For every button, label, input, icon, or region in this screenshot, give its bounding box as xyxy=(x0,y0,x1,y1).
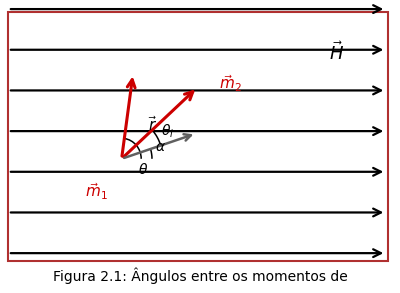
Text: $\theta_i$: $\theta_i$ xyxy=(161,122,174,140)
Text: $\vec{m}_1$: $\vec{m}_1$ xyxy=(85,181,108,202)
Text: $\vec{H}$: $\vec{H}$ xyxy=(329,41,344,64)
Text: $\theta$: $\theta$ xyxy=(138,162,148,177)
Text: $\alpha$: $\alpha$ xyxy=(155,140,166,154)
Text: Figura 2.1: Ângulos entre os momentos de: Figura 2.1: Ângulos entre os momentos de xyxy=(53,268,347,284)
Text: $\vec{r}$: $\vec{r}$ xyxy=(148,115,158,134)
Text: $\vec{m}_2$: $\vec{m}_2$ xyxy=(219,73,242,94)
